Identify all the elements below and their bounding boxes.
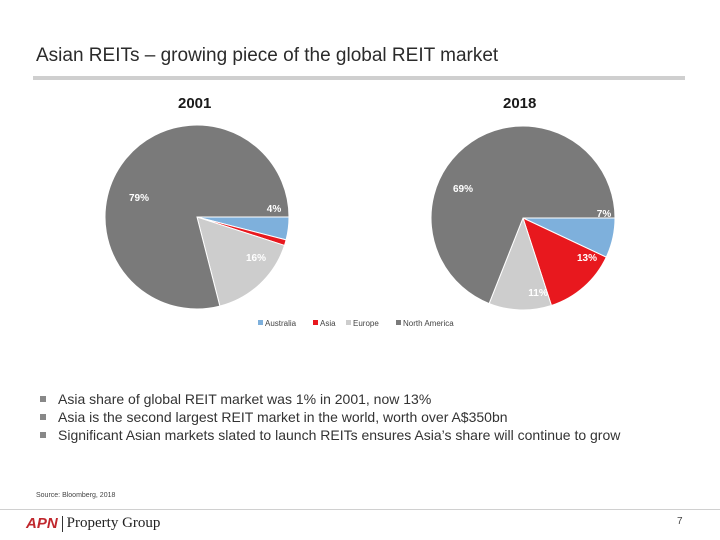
pie-slice-2001-north-america (104, 124, 290, 310)
bullet-square-icon (40, 414, 46, 420)
bullet-item: Significant Asian markets slated to laun… (40, 426, 680, 444)
source-note: Source: Bloomberg, 2018 (36, 492, 116, 499)
legend-swatch-asia (313, 320, 318, 325)
bullet-text: Asia is the second largest REIT market i… (58, 409, 508, 425)
title-divider (33, 76, 685, 80)
bullet-item: Asia is the second largest REIT market i… (40, 408, 680, 426)
bullet-square-icon (40, 396, 46, 402)
logo-brand: APN (26, 515, 58, 532)
data-label-2018-australia: 7% (597, 209, 612, 220)
bullet-text: Significant Asian markets slated to laun… (58, 427, 621, 443)
chart-title-2001: 2001 (178, 95, 212, 112)
data-label-2001-europe: 16% (246, 253, 266, 264)
slide-title: Asian REITs – growing piece of the globa… (36, 45, 499, 66)
bullet-list: Asia share of global REIT market was 1% … (40, 390, 680, 444)
data-label-2018-asia: 13% (577, 253, 597, 264)
bullet-text: Asia share of global REIT market was 1% … (58, 391, 432, 407)
pie-charts: 4% 16% 79% 7% 13% 11% 69% Australia Asia Europe No… (104, 124, 616, 328)
data-label-2001-australia: 4% (267, 204, 282, 215)
legend-swatch-north-america (396, 320, 401, 325)
legend-label-north-america: North America (403, 319, 454, 328)
chart-title-2018: 2018 (503, 95, 537, 112)
logo-name: Property Group (66, 515, 161, 531)
pie-slice-2018-asia (522, 217, 607, 307)
legend-label-australia: Australia (265, 319, 297, 328)
data-label-2018-europe: 11% (528, 288, 548, 299)
logo-divider (61, 515, 63, 532)
legend-label-europe: Europe (353, 319, 379, 328)
data-label-2018-north-america: 69% (453, 184, 473, 195)
legend-swatch-australia (258, 320, 263, 325)
legend-swatch-europe (346, 320, 351, 325)
apn-logo: APN Property Group (26, 515, 160, 532)
page-number: 7 (677, 516, 683, 527)
pie-slice-2018-north-america (430, 125, 616, 305)
footer-divider (0, 509, 720, 510)
legend-label-asia: Asia (320, 319, 336, 328)
bullet-square-icon (40, 432, 46, 438)
bullet-item: Asia share of global REIT market was 1% … (40, 390, 680, 408)
data-label-2001-north-america: 79% (129, 193, 149, 204)
pie-slice-2001-europe (196, 216, 286, 307)
